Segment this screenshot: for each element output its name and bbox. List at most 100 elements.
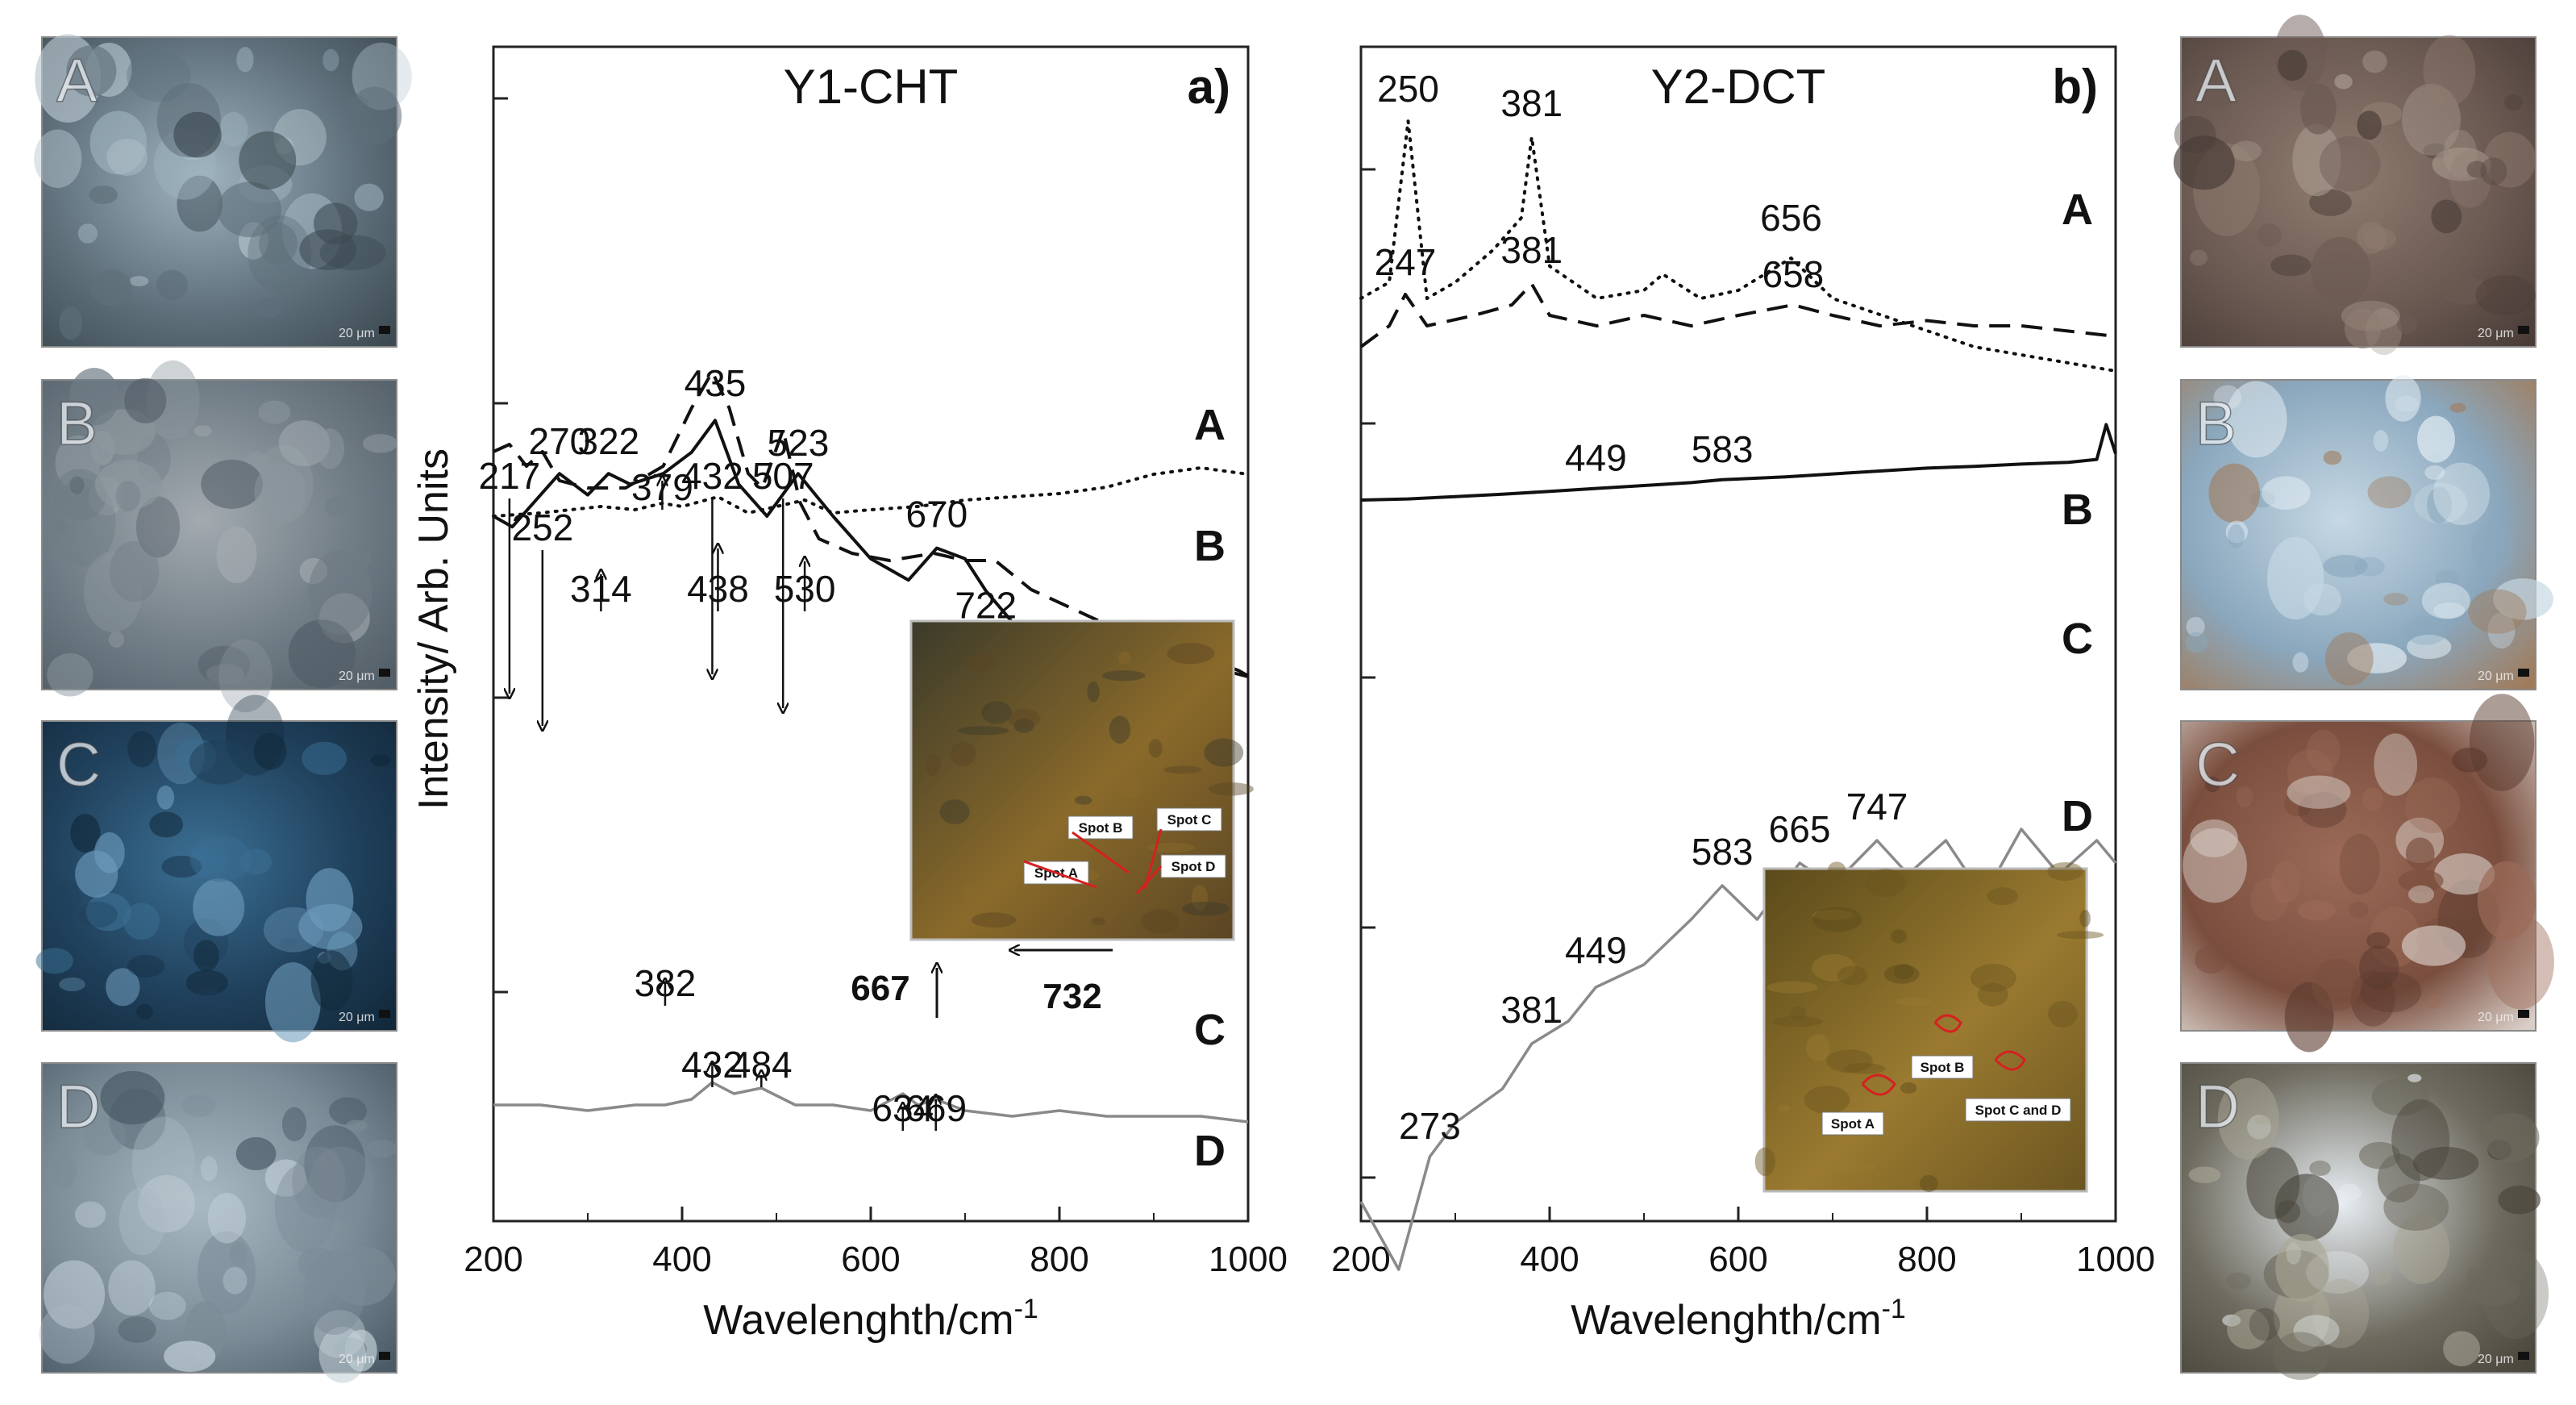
micrograph-letter: A <box>2195 47 2237 115</box>
micrograph-letter: D <box>2195 1073 2240 1141</box>
peak-label: 747 <box>1846 786 1908 828</box>
micrograph-left-c: C 20 μm <box>35 694 397 1043</box>
series-label-c: C <box>1194 1006 1226 1054</box>
series-label-b: B <box>1194 522 1226 570</box>
inset-spot-box <box>1067 815 1134 840</box>
peak-label: 722 <box>955 584 1017 626</box>
scale-bar <box>2518 1010 2529 1018</box>
micrograph-letter: B <box>2195 390 2237 458</box>
peak-label: 273 <box>1399 1105 1461 1147</box>
x-tick-label: 400 <box>652 1240 711 1279</box>
x-axis-label: Wavelenghth/cm-1 <box>1571 1294 1906 1344</box>
x-tick-label: 200 <box>464 1240 522 1279</box>
x-tick-label: 800 <box>1897 1240 1956 1279</box>
scale-bar-label: 20 μm <box>2478 669 2514 683</box>
x-tick-label: 1000 <box>2076 1240 2155 1279</box>
peak-label: 670 <box>906 494 968 536</box>
series-label-d: D <box>1194 1127 1226 1175</box>
scale-bar-label: 20 μm <box>2478 1353 2514 1366</box>
scale-bar <box>379 1352 390 1360</box>
series-label-c: C <box>2062 615 2093 663</box>
x-tick-label: 600 <box>1708 1240 1767 1279</box>
micrograph-right-c: C 20 μm <box>2180 694 2554 1053</box>
series-line-c <box>493 370 1249 678</box>
scale-bar <box>2518 669 2529 677</box>
panel-a-callouts: 667 732 <box>851 950 1113 1018</box>
micrograph-right-a: A 20 μm <box>2173 15 2536 356</box>
peak-label: 270 <box>529 420 591 462</box>
micrograph-left-a: A 20 μm <box>34 34 412 348</box>
x-tick-label: 800 <box>1030 1240 1088 1279</box>
scale-bar <box>379 669 390 677</box>
inset-spot-box <box>1911 1055 1974 1079</box>
x-tick-label: 1000 <box>1209 1240 1288 1279</box>
micrograph-letter: B <box>56 390 98 458</box>
peak-label: 381 <box>1500 229 1563 271</box>
scale-bar-label: 20 μm <box>339 1011 375 1024</box>
inset-spot-box <box>1965 1098 2071 1122</box>
series-label-b: B <box>2062 486 2093 534</box>
chart-panel-a: 200 400 600 800 1000 Wavelenghth/cm-1 Y1-CHT a)… <box>464 45 1288 1344</box>
panel-label: a) <box>1188 60 1230 114</box>
micrograph-left-d: D 20 μm <box>39 1062 397 1383</box>
callout-732: 732 <box>1042 977 1101 1016</box>
x-tick-label: 600 <box>841 1240 900 1279</box>
inset-spot-label: Spot B <box>1921 1060 1965 1075</box>
panel-label: b) <box>2052 60 2098 114</box>
peak-label: 665 <box>1769 808 1831 850</box>
peak-label: 583 <box>1692 428 1754 470</box>
scale-bar <box>2518 326 2529 334</box>
series-line-b <box>1359 119 2117 373</box>
peak-label: 381 <box>1500 989 1563 1031</box>
peak-label: 250 <box>1377 68 1439 110</box>
inset-spot-label: Spot C <box>1167 812 1212 828</box>
micrograph-right-d: D 20 μm <box>2180 1062 2549 1380</box>
peak-label: 217 <box>479 455 541 497</box>
inset-spot-label: Spot B <box>1079 820 1123 836</box>
micrograph-letter: C <box>56 731 101 799</box>
scale-bar-label: 20 μm <box>339 669 375 683</box>
micrograph-right-b: B 20 μm <box>2180 375 2553 690</box>
chart-title: Y2-DCT <box>1651 60 1826 114</box>
x-tick-label: 200 <box>1331 1240 1390 1279</box>
inset-spot-box <box>1160 854 1226 878</box>
scale-bar-label: 20 μm <box>2478 1011 2514 1024</box>
peak-label: 247 <box>1375 241 1437 283</box>
inset-spot-marker <box>1072 831 1130 874</box>
peak-label: 658 <box>1762 253 1824 295</box>
callout-667: 667 <box>851 969 909 1008</box>
inset-photo <box>909 619 1235 941</box>
peak-label: 252 <box>511 507 573 548</box>
series-label-a: A <box>2062 186 2093 234</box>
peak-label: 322 <box>577 420 639 462</box>
peak-label: 449 <box>1565 929 1627 971</box>
micrograph-letter: A <box>56 47 98 115</box>
micrograph-letter: D <box>56 1073 101 1141</box>
inset-spot-marker <box>1933 1014 1962 1033</box>
inset-spot-marker <box>1994 1050 2026 1071</box>
y-axis-label: Intensity/ Arb. Units <box>410 448 457 810</box>
micrograph-left-b: B 20 μm <box>41 360 398 713</box>
series-line-c <box>1359 282 2116 348</box>
peak-label: 432 <box>681 455 743 497</box>
scale-bar-label: 20 μm <box>339 327 375 340</box>
inset-spot-label: Spot D <box>1171 859 1216 874</box>
x-tick-label: 400 <box>1520 1240 1579 1279</box>
inset-spot-label: Spot A <box>1831 1116 1875 1132</box>
peak-label: 381 <box>1500 82 1563 124</box>
peak-label: 449 <box>1565 437 1627 479</box>
chart-title: Y1-CHT <box>784 60 959 114</box>
scale-bar <box>379 326 390 334</box>
peak-label: 507 <box>752 455 814 497</box>
peak-label: 656 <box>1760 197 1822 239</box>
peak-label: 583 <box>1692 831 1754 873</box>
inset-spot-marker <box>1023 860 1097 889</box>
series-label-a: A <box>1194 401 1226 449</box>
scale-bar <box>379 1010 390 1018</box>
scale-bar-label: 20 μm <box>339 1353 375 1366</box>
inset-spot-box <box>1821 1111 1884 1136</box>
inset-spot-marker <box>1861 1074 1896 1096</box>
scale-bar <box>2518 1352 2529 1360</box>
